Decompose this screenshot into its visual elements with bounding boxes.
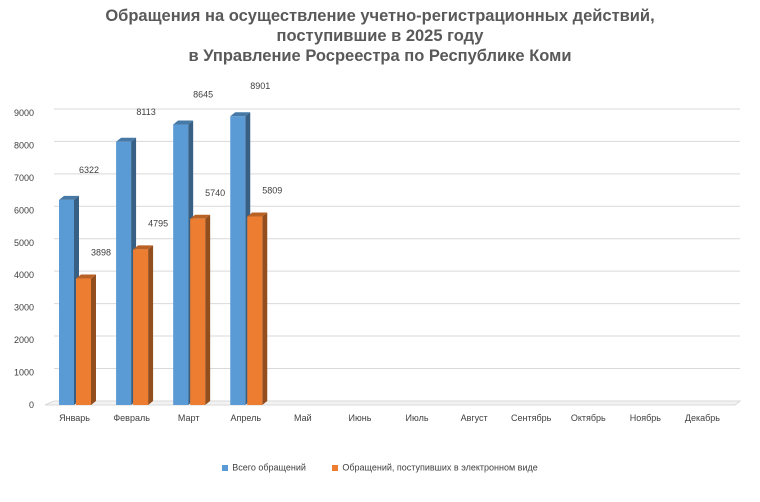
data-label-total: 8901 [250,81,270,91]
data-label-total: 8113 [136,107,155,117]
x-tick-label: Октябрь [571,413,606,423]
bar-electronic [190,214,211,405]
y-tick-label: 5000 [14,238,34,248]
x-tick-label: Июнь [349,413,372,423]
data-labels: 6322 8113 8645 8901 3898 4795 5740 5809 [79,81,282,257]
data-label-electronic: 5809 [262,186,282,196]
y-tick-label: 2000 [14,335,34,345]
legend: Всего обращений Обращений, поступивших в… [0,462,760,473]
legend-item-electronic: Обращений, поступивших в электронном вид… [332,462,538,473]
legend-swatch-electronic [332,464,339,471]
y-tick-label: 0 [29,400,34,410]
x-tick-label: Сентябрь [511,413,552,423]
chart-title-line-2: поступившие в 2025 году [276,27,484,45]
bar-electronic [247,212,268,405]
y-tick-label: 4000 [14,270,34,280]
chart-title-line-3: в Управление Росреестра по Республике Ко… [188,47,572,65]
y-tick-label: 1000 [14,368,34,378]
bars [59,112,268,406]
legend-label-electronic: Обращений, поступивших в электронном вид… [342,462,538,473]
y-tick-label: 9000 [14,108,34,118]
data-label-electronic: 5740 [205,188,225,198]
data-label-electronic: 3898 [91,248,111,258]
legend-swatch-total [222,464,229,471]
x-tick-label: Январь [59,413,90,423]
data-label-electronic: 4795 [148,218,168,228]
y-tick-label: 8000 [14,140,34,150]
bar-electronic [133,245,154,405]
x-tick-label: Февраль [113,413,150,423]
y-tick-label: 3000 [14,303,34,313]
chart-floor [44,400,742,406]
y-tick-label: 6000 [14,205,34,215]
data-label-total: 8645 [193,90,213,100]
chart-title: Обращения на осуществление учетно-регист… [0,6,760,66]
bar-electronic [76,274,96,405]
x-tick-label: Май [294,413,312,423]
x-tick-label: Ноябрь [630,413,662,423]
x-tick-label: Июль [406,413,429,423]
chart-title-line-1: Обращения на осуществление учетно-регист… [105,7,655,25]
legend-label-total: Всего обращений [232,462,306,473]
x-tick-label: Декабрь [685,413,720,423]
x-tick-label: Август [461,413,488,423]
y-tick-label: 7000 [14,173,34,183]
x-tick-label: Март [178,413,200,423]
data-label-total: 6322 [79,165,99,175]
legend-item-total: Всего обращений [222,462,306,473]
x-tick-label: Апрель [231,413,262,423]
y-axis: 0 1000 2000 3000 4000 5000 6000 7000 8000 9000 [14,108,34,410]
x-axis: Январь Февраль Март Апрель Май Июнь Июль Август… [59,413,720,423]
gridlines [44,108,742,406]
